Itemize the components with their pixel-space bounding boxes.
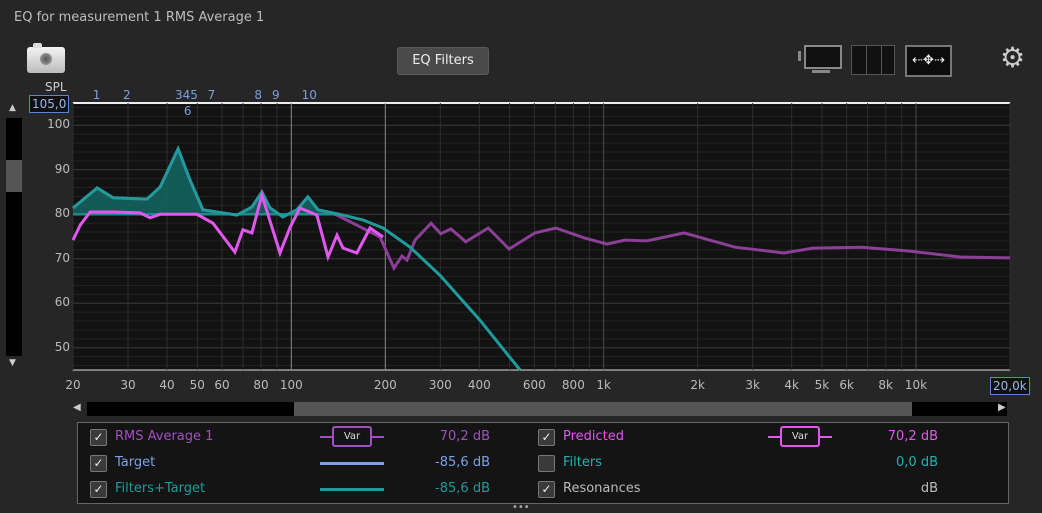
camera-icon[interactable]: [27, 43, 65, 73]
y-tick-label: 70: [54, 250, 70, 265]
x-tick-label: 5k: [814, 378, 830, 392]
legend-checkbox[interactable]: ✓: [90, 481, 107, 498]
x-tick-label: 1k: [596, 378, 611, 392]
y-tick-label: 100: [47, 117, 70, 132]
legend-checkbox[interactable]: ✓: [90, 455, 107, 472]
legend-item: ✓ Predicted Var 70,2 dB: [530, 426, 970, 448]
y-axis-label: SPL: [45, 80, 67, 94]
pan-arrows-icon[interactable]: ⇠✥⇢: [905, 45, 952, 77]
legend-value: 0,0 dB: [896, 455, 938, 470]
plot-area: [72, 102, 1011, 371]
x-tick-label: 3k: [745, 378, 760, 392]
resize-handle[interactable]: •••: [512, 502, 530, 513]
eq-filters-button[interactable]: EQ Filters: [397, 47, 489, 75]
x-tick-label: 40: [159, 378, 175, 392]
filter-marker-label: 6: [183, 104, 192, 118]
filter-marker-label: 10: [301, 88, 317, 102]
line-style-swatch[interactable]: [320, 462, 384, 465]
x-tick-label: 100: [279, 378, 303, 392]
legend-item: ✓ RMS Average 1 Var 70,2 dB: [82, 426, 522, 448]
x-tick-label: 80: [253, 378, 269, 392]
legend-label: Target: [115, 455, 156, 470]
legend-checkbox[interactable]: ✓: [538, 481, 555, 498]
series-predicted: [71, 189, 384, 262]
x-tick-label: 60: [214, 378, 230, 392]
line-style-button[interactable]: Var: [332, 426, 372, 447]
vertical-scrollbar[interactable]: [6, 118, 22, 356]
x-tick-label: 2k: [690, 378, 705, 392]
legend-checkbox[interactable]: ✓: [538, 455, 555, 472]
columns-icon[interactable]: [851, 45, 895, 75]
legend-value: dB: [920, 481, 938, 496]
series-filters-target: [72, 144, 522, 371]
filter-marker-label: 1: [92, 88, 101, 102]
legend-label: Resonances: [563, 481, 641, 496]
x-tick-label: 8k: [878, 378, 893, 392]
x-tick-label: 10k: [904, 378, 928, 392]
x-right-value[interactable]: 20,0k: [990, 377, 1030, 395]
legend-item: ✓ Filters+Target -85,6 dB: [82, 478, 522, 500]
x-tick-label: 20: [65, 378, 81, 392]
legend-checkbox[interactable]: ✓: [90, 429, 107, 446]
scroll-right-arrow[interactable]: ▶: [998, 402, 1006, 413]
legend-item: ✓ Filters 0,0 dB: [530, 452, 970, 474]
filter-marker-label: 7: [207, 88, 216, 102]
horizontal-scrollbar[interactable]: [87, 402, 1007, 416]
scroll-down-arrow[interactable]: ▼: [9, 358, 16, 368]
display-icon[interactable]: [798, 45, 843, 75]
x-tick-label: 800: [561, 378, 585, 392]
legend-value: 70,2 dB: [887, 429, 938, 444]
legend-label: Filters+Target: [115, 481, 206, 496]
legend-value: -85,6 dB: [435, 481, 490, 496]
line-style-swatch[interactable]: [320, 488, 384, 491]
legend-label: RMS Average 1: [115, 429, 214, 444]
legend-value: 70,2 dB: [439, 429, 490, 444]
filter-marker-label: 9: [272, 88, 280, 102]
x-tick-label: 50: [189, 378, 205, 392]
x-tick-label: 200: [373, 378, 397, 392]
horizontal-scroll-thumb[interactable]: [294, 402, 912, 416]
scroll-left-arrow[interactable]: ◀: [73, 402, 81, 413]
legend-item: ✓ Target -85,6 dB: [82, 452, 522, 474]
y-tick-label: 80: [54, 206, 70, 221]
legend-item: ✓ Resonances dB: [530, 478, 970, 500]
filters-target-fill: [73, 148, 383, 228]
x-tick-label: 400: [467, 378, 491, 392]
legend-checkbox[interactable]: ✓: [538, 429, 555, 446]
gear-icon[interactable]: ⚙: [1000, 41, 1026, 74]
x-tick-label: 4k: [784, 378, 799, 392]
x-tick-label: 6k: [839, 378, 854, 392]
legend-panel: ✓ RMS Average 1 Var 70,2 dB ✓ Target -85,6 dB ✓…: [77, 422, 1009, 504]
y-tick-label: 50: [54, 339, 70, 354]
y-tick-label: 90: [54, 161, 70, 176]
scroll-up-arrow[interactable]: ▲: [9, 103, 16, 113]
legend-label: Filters: [563, 455, 602, 470]
filter-marker-label: 8: [254, 88, 262, 102]
vertical-scroll-thumb[interactable]: [6, 160, 22, 192]
filter-marker-label: 2: [122, 88, 131, 102]
legend-value: -85,6 dB: [435, 455, 490, 470]
legend-label: Predicted: [563, 429, 625, 444]
x-tick-label: 300: [428, 378, 452, 392]
filter-marker-label: 345: [174, 88, 198, 102]
x-tick-label: 30: [120, 378, 136, 392]
window-title: EQ for measurement 1 RMS Average 1: [14, 10, 265, 25]
y-top-value[interactable]: 105,0: [29, 95, 70, 113]
line-style-button[interactable]: Var: [780, 426, 820, 447]
x-tick-label: 600: [522, 378, 546, 392]
y-tick-label: 60: [54, 295, 70, 310]
